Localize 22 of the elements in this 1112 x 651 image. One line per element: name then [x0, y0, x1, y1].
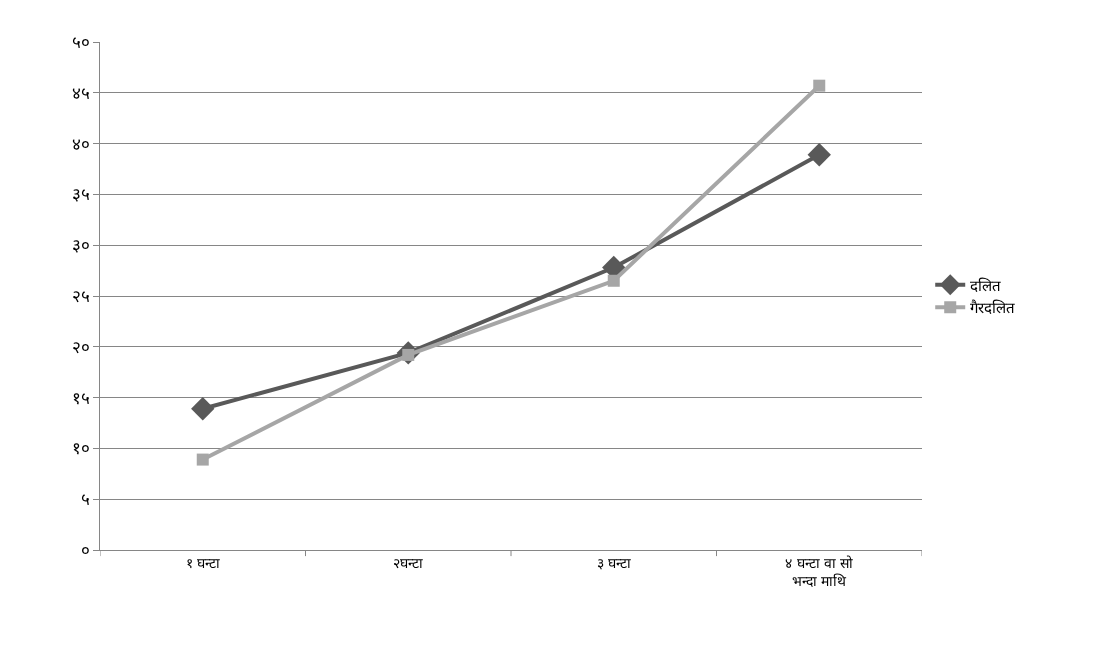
point: [813, 79, 826, 92]
y-tick-label: १५: [71, 387, 90, 408]
y-tick-label: ४५: [71, 82, 90, 103]
x-tick-label: १ घन्टा: [185, 554, 220, 571]
y-tick-label: ५०: [71, 31, 90, 52]
y-tick-label: १०: [71, 438, 90, 459]
y-tick-label: ०: [80, 539, 90, 560]
point: [607, 274, 620, 287]
legend-label: दलित: [970, 276, 1002, 295]
x-tick-label: २घन्टा: [393, 554, 424, 571]
x-tick-label: ३ घन्टा: [596, 554, 631, 571]
x-tick-label: ४ घन्टा वा सो भन्दा माथि: [785, 554, 854, 589]
point: [807, 143, 831, 167]
point: [191, 397, 215, 421]
legend-label: गैरदलित: [970, 299, 1016, 318]
point: [196, 453, 209, 466]
y-tick-label: २५: [71, 285, 90, 306]
y-tick-label: ३०: [71, 235, 90, 256]
y-tick-label: २०: [71, 336, 90, 357]
y-tick-label: ५: [80, 489, 90, 510]
y-tick-label: ४०: [71, 133, 90, 154]
y-tick-label: ३५: [71, 184, 90, 205]
